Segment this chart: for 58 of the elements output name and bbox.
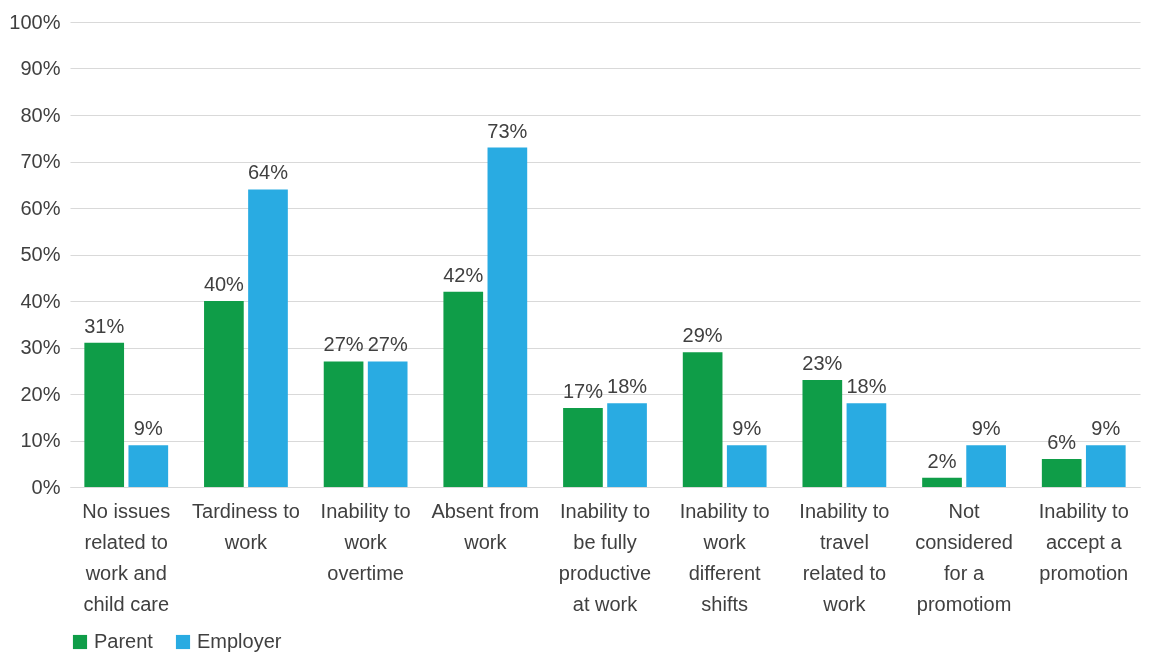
x-tick-label: Inability to travel related to work xyxy=(799,499,890,615)
bar xyxy=(607,403,647,487)
data-label: 42% xyxy=(443,263,484,286)
data-label: 73% xyxy=(487,119,528,142)
bar xyxy=(487,147,528,487)
data-label: 9% xyxy=(732,417,762,440)
bar xyxy=(846,403,887,487)
bar xyxy=(563,407,603,487)
x-tick-label: Absent from work xyxy=(431,499,540,553)
legend-label: Employer xyxy=(197,630,282,652)
y-tick-label: 40% xyxy=(20,289,61,312)
y-tick-label: 60% xyxy=(20,196,61,219)
x-tick-label: Inability to work different shifts xyxy=(679,499,770,615)
y-tick-label: 90% xyxy=(20,57,61,79)
data-label: 27% xyxy=(367,333,408,356)
y-tick-label: 70% xyxy=(20,150,61,172)
data-label: 17% xyxy=(562,379,604,402)
x-tick-label: No issues related to work and child care xyxy=(82,499,171,615)
data-label: 2% xyxy=(927,449,957,472)
data-label: 9% xyxy=(1091,417,1121,440)
bar xyxy=(802,380,843,487)
bar xyxy=(1085,445,1126,487)
x-tick-label: Not considered for a promotiom xyxy=(915,499,1013,615)
y-tick-label: 20% xyxy=(20,382,61,405)
bar xyxy=(922,477,962,487)
y-tick-label: 30% xyxy=(20,336,61,358)
data-label: 6% xyxy=(1047,431,1077,454)
bar xyxy=(1041,459,1082,487)
data-label: 23% xyxy=(802,352,843,375)
data-label: 64% xyxy=(247,161,289,184)
bar xyxy=(204,301,244,487)
y-tick-label: 10% xyxy=(20,429,61,451)
legend-label: Parent xyxy=(94,630,154,652)
data-label: 18% xyxy=(607,375,648,398)
x-tick-label: Inability to accept a promotion xyxy=(1038,499,1129,584)
bar xyxy=(248,189,288,487)
data-label: 18% xyxy=(846,375,887,398)
x-tick-label: Inability to be fully productive at work xyxy=(558,499,652,615)
bar xyxy=(367,361,408,487)
bar xyxy=(128,445,169,487)
bar xyxy=(323,361,364,487)
data-label: 9% xyxy=(133,417,163,440)
y-tick-label: 100% xyxy=(9,10,61,33)
data-label: 40% xyxy=(203,273,245,295)
bar xyxy=(84,342,125,487)
x-tick-label: Tardiness to work xyxy=(192,499,300,553)
bar xyxy=(966,445,1006,487)
x-tick-label: Inability to work overtime xyxy=(320,499,411,584)
data-label: 27% xyxy=(323,333,364,356)
y-tick-label: 0% xyxy=(31,475,61,498)
bar xyxy=(443,291,484,487)
data-label: 9% xyxy=(971,417,1001,440)
y-tick-label: 50% xyxy=(20,243,61,265)
bar xyxy=(726,445,767,487)
y-tick-label: 80% xyxy=(20,103,61,126)
data-label: 31% xyxy=(84,314,125,337)
data-label: 29% xyxy=(682,324,723,347)
bar xyxy=(682,352,723,487)
